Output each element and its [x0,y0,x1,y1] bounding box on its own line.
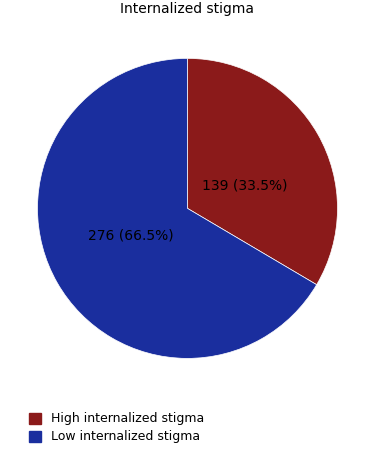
Wedge shape [188,58,338,285]
Title: Internalized stigma: Internalized stigma [120,1,255,16]
Legend: High internalized stigma, Low internalized stigma: High internalized stigma, Low internaliz… [25,409,208,447]
Text: 139 (33.5%): 139 (33.5%) [202,179,287,193]
Wedge shape [38,58,316,359]
Text: 276 (66.5%): 276 (66.5%) [88,229,173,242]
